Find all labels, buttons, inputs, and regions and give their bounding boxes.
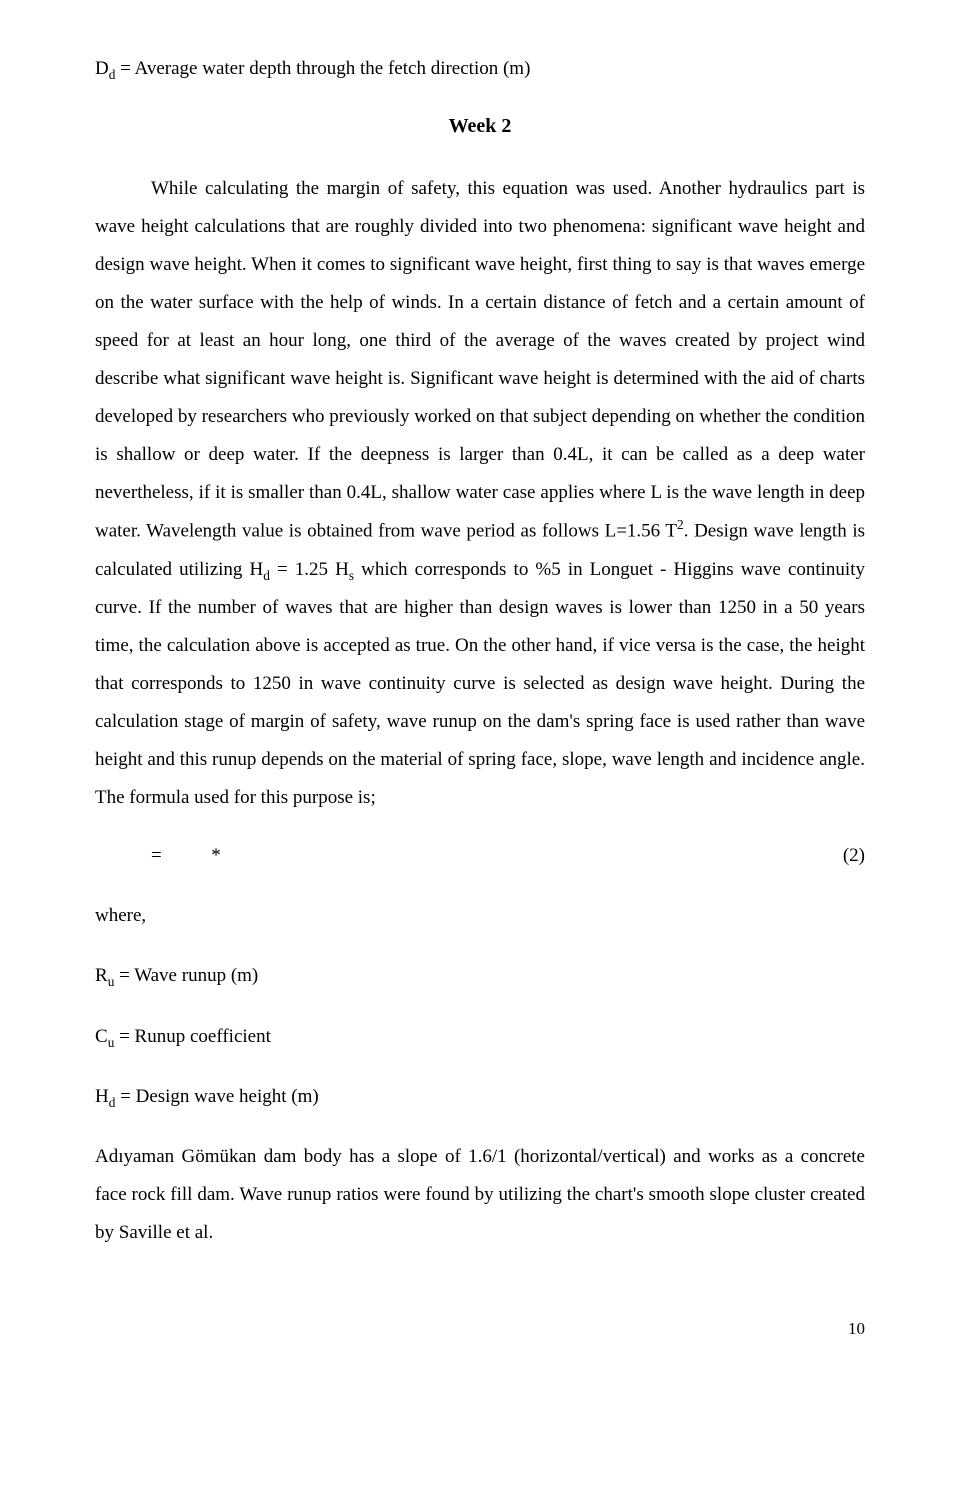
- variable-definition-hd: Hd = Design wave height (m): [95, 1078, 865, 1116]
- variable-definition-cu: Cu = Runup coefficient: [95, 1018, 865, 1056]
- definition-text: = Design wave height (m): [115, 1086, 318, 1107]
- where-label: where,: [95, 897, 865, 935]
- formula-row: = * (2): [151, 837, 865, 875]
- closing-paragraph: Adıyaman Gömükan dam body has a slope of…: [95, 1138, 865, 1252]
- formula-number: (2): [843, 837, 865, 875]
- body-text-4: which corresponds to %5 in Longuet - Hig…: [95, 559, 865, 808]
- definition-text: = Average water depth through the fetch …: [115, 58, 530, 79]
- formula-mid: *: [211, 845, 221, 866]
- formula-expression: = *: [151, 837, 221, 875]
- symbol: D: [95, 58, 109, 79]
- definition-text: = Wave runup (m): [114, 965, 258, 986]
- symbol: R: [95, 965, 108, 986]
- variable-definition-dd: Dd = Average water depth through the fet…: [95, 50, 865, 88]
- body-text-3: = 1.25 H: [270, 559, 349, 580]
- body-text-1: While calculating the margin of safety, …: [95, 178, 865, 541]
- symbol: H: [95, 1086, 109, 1107]
- variable-definition-ru: Ru = Wave runup (m): [95, 957, 865, 995]
- body-paragraph: While calculating the margin of safety, …: [95, 170, 865, 817]
- week-heading: Week 2: [95, 106, 865, 146]
- symbol: C: [95, 1026, 108, 1047]
- definition-text: = Runup coefficient: [114, 1026, 271, 1047]
- squared-exponent: 2: [677, 517, 684, 532]
- subscript-d: d: [263, 568, 270, 583]
- formula-lhs: =: [151, 845, 162, 866]
- page-number: 10: [95, 1312, 865, 1346]
